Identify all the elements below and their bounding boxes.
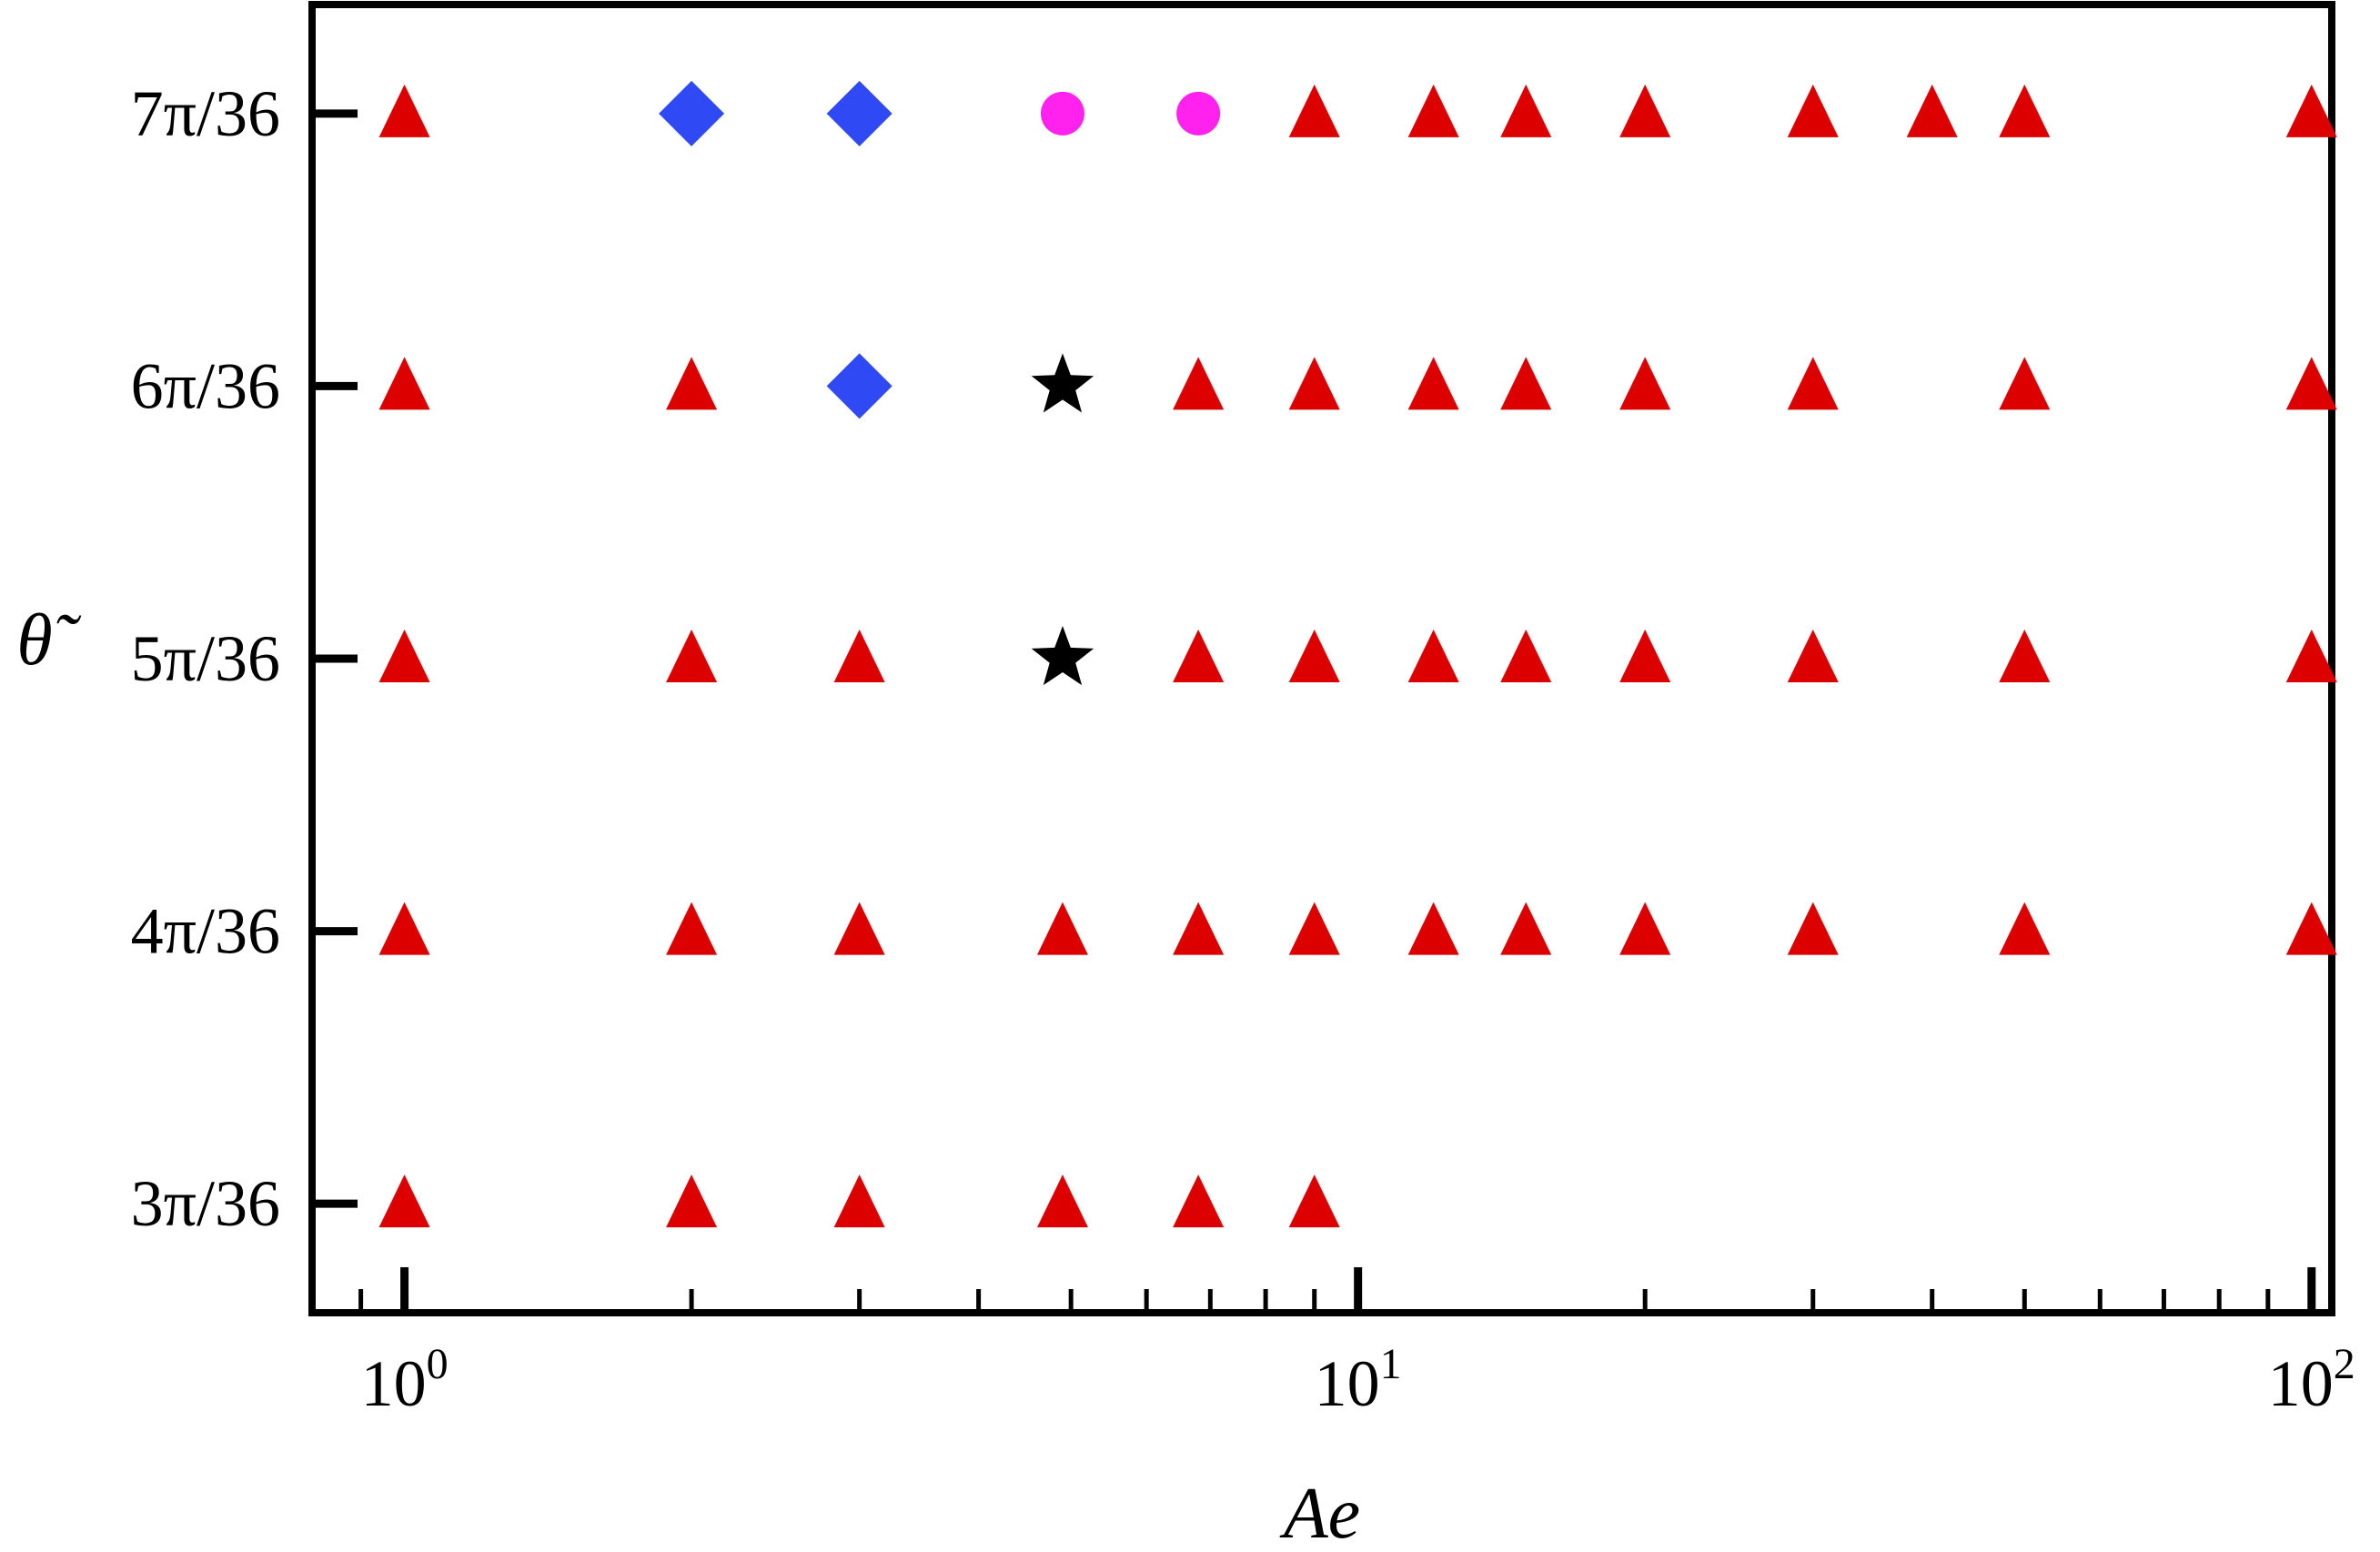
triangle-marker: [1173, 357, 1225, 410]
x-tick-label: 101: [1315, 1340, 1402, 1420]
triangle-marker: [1787, 902, 1839, 955]
triangle-marker: [2285, 84, 2337, 137]
triangle-marker: [1906, 84, 1958, 137]
triangle-marker: [666, 357, 718, 410]
triangle-marker: [1619, 84, 1671, 137]
triangle-marker: [833, 1174, 885, 1228]
triangle-marker: [378, 357, 430, 410]
triangle-marker: [1619, 630, 1671, 682]
triangle-marker: [1407, 357, 1459, 410]
triangle-marker: [833, 630, 885, 682]
triangle-marker: [666, 902, 718, 955]
circle-marker: [1176, 91, 1221, 136]
data-points: [378, 80, 2337, 1228]
triangle-marker: [1036, 1174, 1088, 1228]
triangle-marker: [666, 630, 718, 682]
triangle-marker: [378, 630, 430, 682]
x-tick-label: 102: [2268, 1340, 2355, 1420]
triangle-marker: [1173, 1174, 1225, 1228]
triangle-marker: [1787, 630, 1839, 682]
triangle-marker: [2285, 630, 2337, 682]
triangle-marker: [833, 902, 885, 955]
star-marker: [1031, 353, 1094, 413]
triangle-marker: [1999, 84, 2051, 137]
triangle-marker: [1288, 84, 1340, 137]
diamond-marker: [826, 80, 892, 146]
triangle-marker: [1999, 902, 2051, 955]
triangle-marker: [666, 1174, 718, 1228]
circle-marker: [1040, 91, 1084, 136]
triangle-marker: [1500, 357, 1552, 410]
triangle-marker: [1288, 630, 1340, 682]
triangle-marker: [1407, 630, 1459, 682]
y-tick-label: 7π/36: [131, 77, 280, 150]
triangle-marker: [2285, 357, 2337, 410]
triangle-marker: [1173, 630, 1225, 682]
triangle-marker: [378, 902, 430, 955]
x-axis-label: Ae: [1279, 1474, 1360, 1552]
triangle-marker: [1288, 902, 1340, 955]
triangle-marker: [1787, 357, 1839, 410]
triangle-marker: [1787, 84, 1839, 137]
triangle-marker: [1288, 1174, 1340, 1228]
triangle-marker: [1288, 357, 1340, 410]
star-marker: [1031, 626, 1094, 686]
y-axis-label: θ̃: [16, 600, 81, 680]
triangle-marker: [1173, 902, 1225, 955]
triangle-marker: [1999, 357, 2051, 410]
triangle-marker: [378, 1174, 430, 1228]
triangle-marker: [1036, 902, 1088, 955]
y-axis-ticks: 3π/36 4π/36 5π/36 6π/36 7π/36: [131, 77, 358, 1240]
y-tick-label: 3π/36: [131, 1167, 280, 1240]
y-tick-label: 6π/36: [131, 349, 280, 422]
y-tick-label: 5π/36: [131, 622, 280, 695]
diamond-marker: [659, 80, 725, 146]
x-tick-label: 100: [361, 1340, 449, 1420]
triangle-marker: [1407, 84, 1459, 137]
triangle-marker: [1999, 630, 2051, 682]
triangle-marker: [1500, 84, 1552, 137]
triangle-marker: [1619, 357, 1671, 410]
triangle-marker: [2285, 902, 2337, 955]
triangle-marker: [1500, 902, 1552, 955]
triangle-marker: [1619, 902, 1671, 955]
triangle-marker: [1500, 630, 1552, 682]
x-axis-ticks: 100 101 102: [309, 1267, 2355, 1420]
diamond-marker: [826, 353, 892, 419]
triangle-marker: [378, 84, 430, 137]
triangle-marker: [1407, 902, 1459, 955]
y-tick-label: 4π/36: [131, 895, 280, 968]
